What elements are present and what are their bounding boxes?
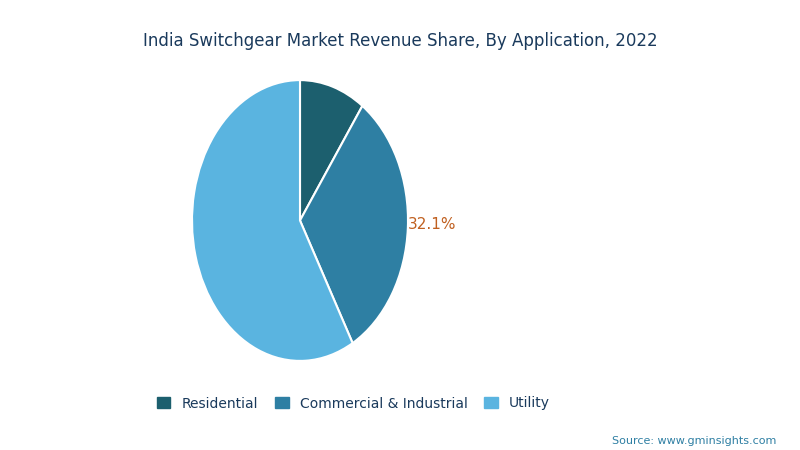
Wedge shape (192, 80, 353, 361)
Wedge shape (300, 80, 362, 220)
Legend: Residential, Commercial & Industrial, Utility: Residential, Commercial & Industrial, Ut… (151, 391, 556, 416)
Text: India Switchgear Market Revenue Share, By Application, 2022: India Switchgear Market Revenue Share, B… (142, 32, 658, 50)
Text: 32.1%: 32.1% (408, 217, 456, 232)
Text: Source: www.gminsights.com: Source: www.gminsights.com (612, 436, 776, 446)
Wedge shape (300, 106, 408, 343)
